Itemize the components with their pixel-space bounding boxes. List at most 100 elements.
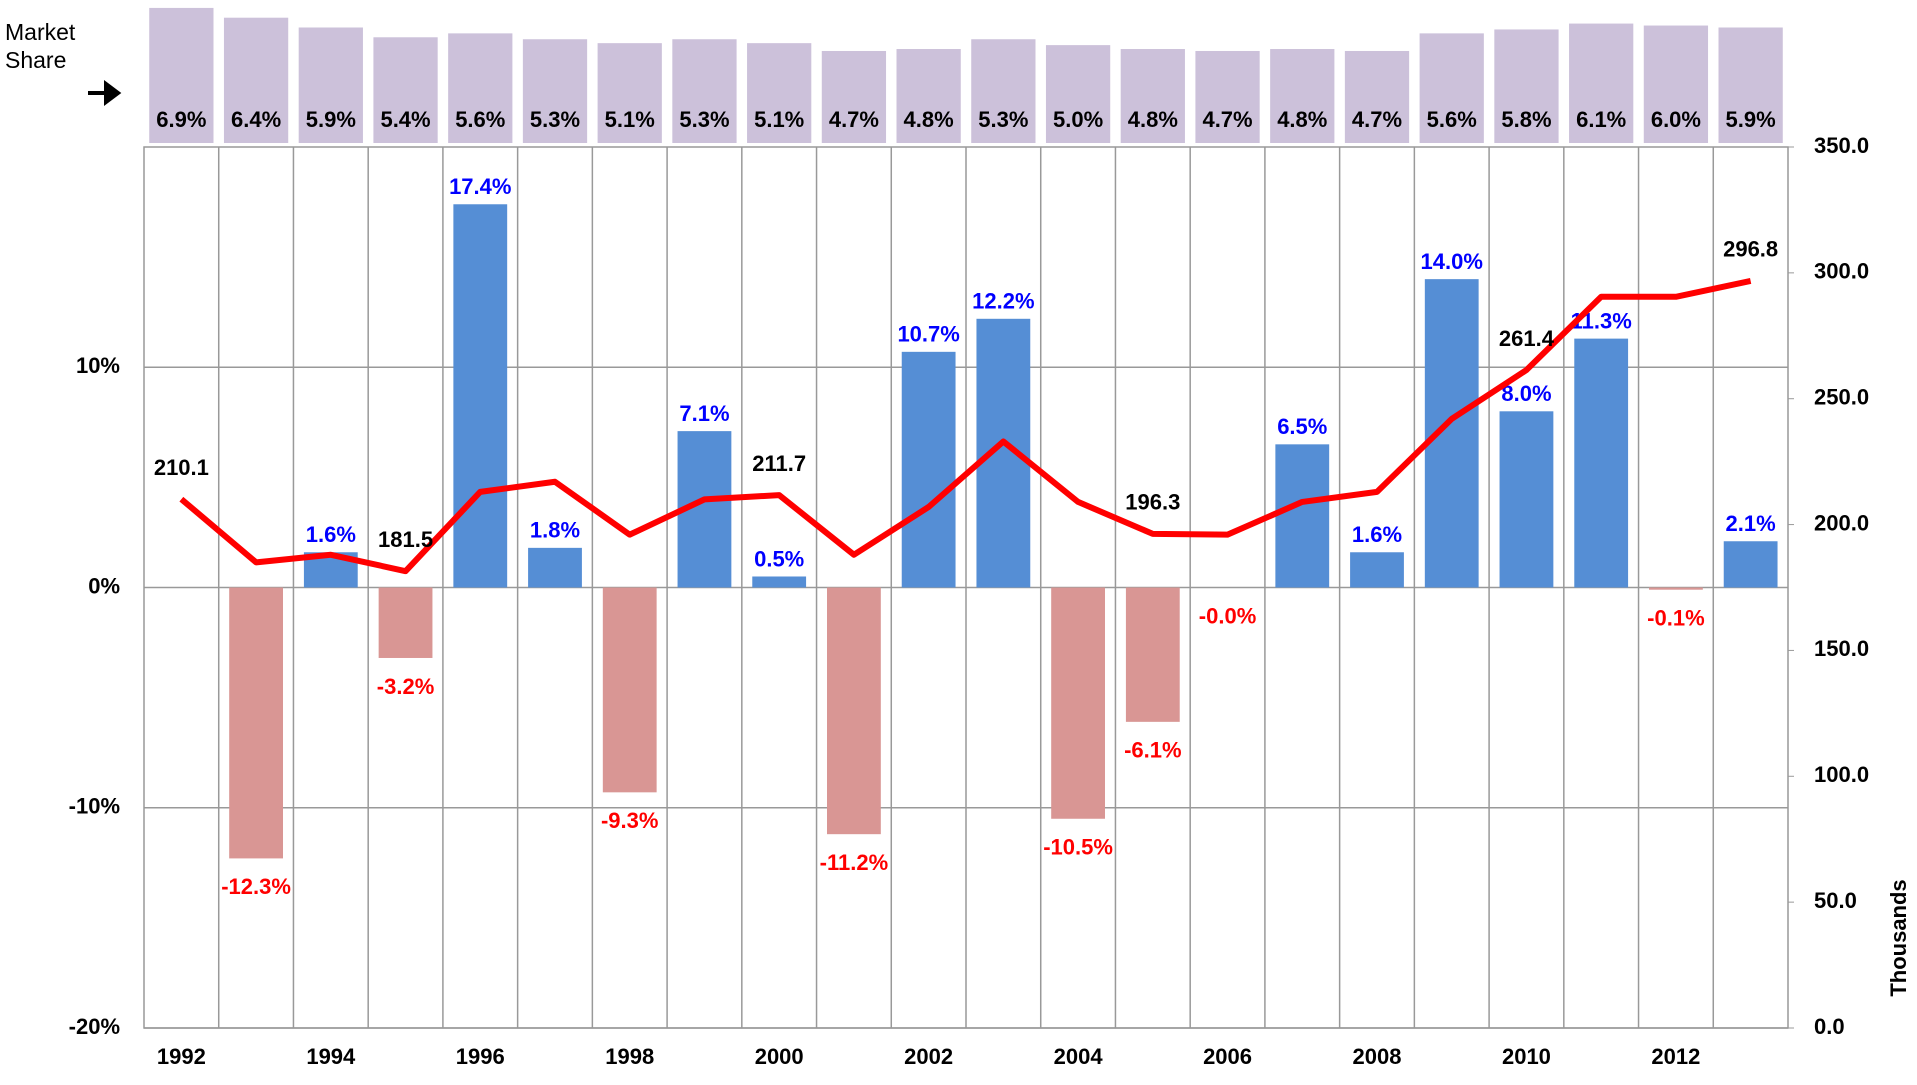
growth-label: 17.4% <box>449 174 511 199</box>
market-share-bar <box>1494 29 1559 143</box>
growth-bar <box>602 587 657 793</box>
growth-bar <box>229 587 283 859</box>
y2-tick-label: 150.0 <box>1814 636 1869 661</box>
market-share-bar <box>1195 50 1260 143</box>
volume-label: 296.8 <box>1723 237 1778 262</box>
market-share-bar <box>1569 23 1634 143</box>
growth-label: 1.6% <box>1352 522 1402 547</box>
growth-bar <box>1275 444 1330 588</box>
volume-label: 210.1 <box>154 455 209 480</box>
y2-tick-label: 200.0 <box>1814 510 1869 535</box>
growth-label: 14.0% <box>1421 249 1483 274</box>
growth-bar <box>1051 587 1105 819</box>
arrow <box>88 80 122 106</box>
market-share-bar <box>971 39 1036 143</box>
x-tick-label: 1992 <box>157 1044 206 1069</box>
growth-bar <box>1574 338 1629 588</box>
growth-label: -0.0% <box>1199 603 1256 628</box>
market-share-label: 5.4% <box>380 107 430 132</box>
growth-label: 10.7% <box>897 322 959 347</box>
y-tick-label: 10% <box>76 353 120 378</box>
market-share-bar <box>1045 45 1111 144</box>
x-tick-label: 1994 <box>306 1044 356 1069</box>
market-share-label: 5.3% <box>530 107 580 132</box>
x-tick-label: 2002 <box>904 1044 953 1069</box>
y-tick-label: -20% <box>69 1014 120 1039</box>
x-tick-label: 2004 <box>1054 1044 1104 1069</box>
market-share-label: 4.8% <box>1277 107 1327 132</box>
market-share-label: 5.8% <box>1501 107 1551 132</box>
volume-label: 261.4 <box>1499 326 1555 351</box>
growth-label: 1.8% <box>530 518 580 543</box>
growth-bar <box>1499 411 1554 588</box>
growth-bar <box>453 204 508 588</box>
market-share-label: 5.3% <box>978 107 1028 132</box>
growth-label: -10.5% <box>1043 835 1113 860</box>
market-share-label: 5.6% <box>455 107 505 132</box>
growth-label: -9.3% <box>601 808 658 833</box>
market-share-label: 4.8% <box>904 107 954 132</box>
y-tick-label: 0% <box>88 573 120 598</box>
market-share-label: 5.6% <box>1427 107 1477 132</box>
y2-tick-label: 250.0 <box>1814 385 1869 410</box>
market-share-bar <box>1344 50 1410 143</box>
growth-label: -11.2% <box>820 850 889 875</box>
market-share-label: 6.4% <box>231 107 281 132</box>
growth-label: -0.1% <box>1647 606 1704 631</box>
growth-bar <box>901 351 956 588</box>
growth-bar <box>528 547 582 588</box>
x-tick-label: 2010 <box>1502 1044 1551 1069</box>
y2-tick-label: 300.0 <box>1814 259 1869 284</box>
market-share-label: 5.0% <box>1053 107 1103 132</box>
market-share-bar <box>223 17 289 144</box>
volume-label: 181.5 <box>378 527 433 552</box>
market-share-label: 4.7% <box>829 107 879 132</box>
y2-tick-label: 50.0 <box>1814 888 1857 913</box>
market-share-bar <box>1120 49 1185 143</box>
market-share-bar <box>149 7 214 143</box>
growth-bar <box>1649 587 1703 590</box>
x-tick-label: 2008 <box>1353 1044 1402 1069</box>
market-share-bar <box>522 39 588 143</box>
market-share-bar <box>896 49 961 143</box>
market-share-label: 5.9% <box>306 107 356 132</box>
growth-bar <box>752 576 807 588</box>
growth-label: 6.5% <box>1277 414 1327 439</box>
market-share-bar <box>448 33 513 143</box>
x-tick-label: 1998 <box>605 1044 654 1069</box>
market-share-label: 5.3% <box>679 107 729 132</box>
market-share-label: 5.1% <box>605 107 655 132</box>
market-share-label: 6.9% <box>156 107 206 132</box>
growth-label: -3.2% <box>377 674 434 699</box>
x-tick-label: 2006 <box>1203 1044 1252 1069</box>
market-share-label: 5.9% <box>1726 107 1776 132</box>
y2-tick-label: 0.0 <box>1814 1014 1845 1039</box>
x-tick-label: 2000 <box>755 1044 804 1069</box>
y2-axis-title: Thousands <box>1886 879 1911 996</box>
market-share-bar <box>373 37 438 143</box>
volume-label: 196.3 <box>1125 490 1180 515</box>
market-share-bar <box>1270 49 1335 143</box>
market-share-label: 6.0% <box>1651 107 1701 132</box>
growth-label: -6.1% <box>1124 738 1181 763</box>
growth-label: 12.2% <box>972 289 1034 314</box>
growth-label: 2.1% <box>1726 511 1776 536</box>
y2-tick-label: 100.0 <box>1814 762 1869 787</box>
growth-label: -12.3% <box>221 874 291 899</box>
growth-label: 8.0% <box>1501 381 1551 406</box>
market-share-label: 4.7% <box>1352 107 1402 132</box>
volume-label: 211.7 <box>752 451 806 476</box>
market-share-label: 5.1% <box>754 107 804 132</box>
market-share-bar <box>672 39 737 143</box>
market-share-bar <box>1643 25 1709 144</box>
growth-bar <box>1350 552 1404 588</box>
market-share-bar <box>1718 27 1783 143</box>
market-share-bar <box>298 27 363 143</box>
market-share-label: Market Share <box>5 19 76 73</box>
growth-label: 1.6% <box>306 522 356 547</box>
market-share-bar <box>747 43 812 143</box>
growth-bar <box>1125 587 1180 722</box>
x-tick-label: 2012 <box>1651 1044 1700 1069</box>
market-share-label: 4.8% <box>1128 107 1178 132</box>
